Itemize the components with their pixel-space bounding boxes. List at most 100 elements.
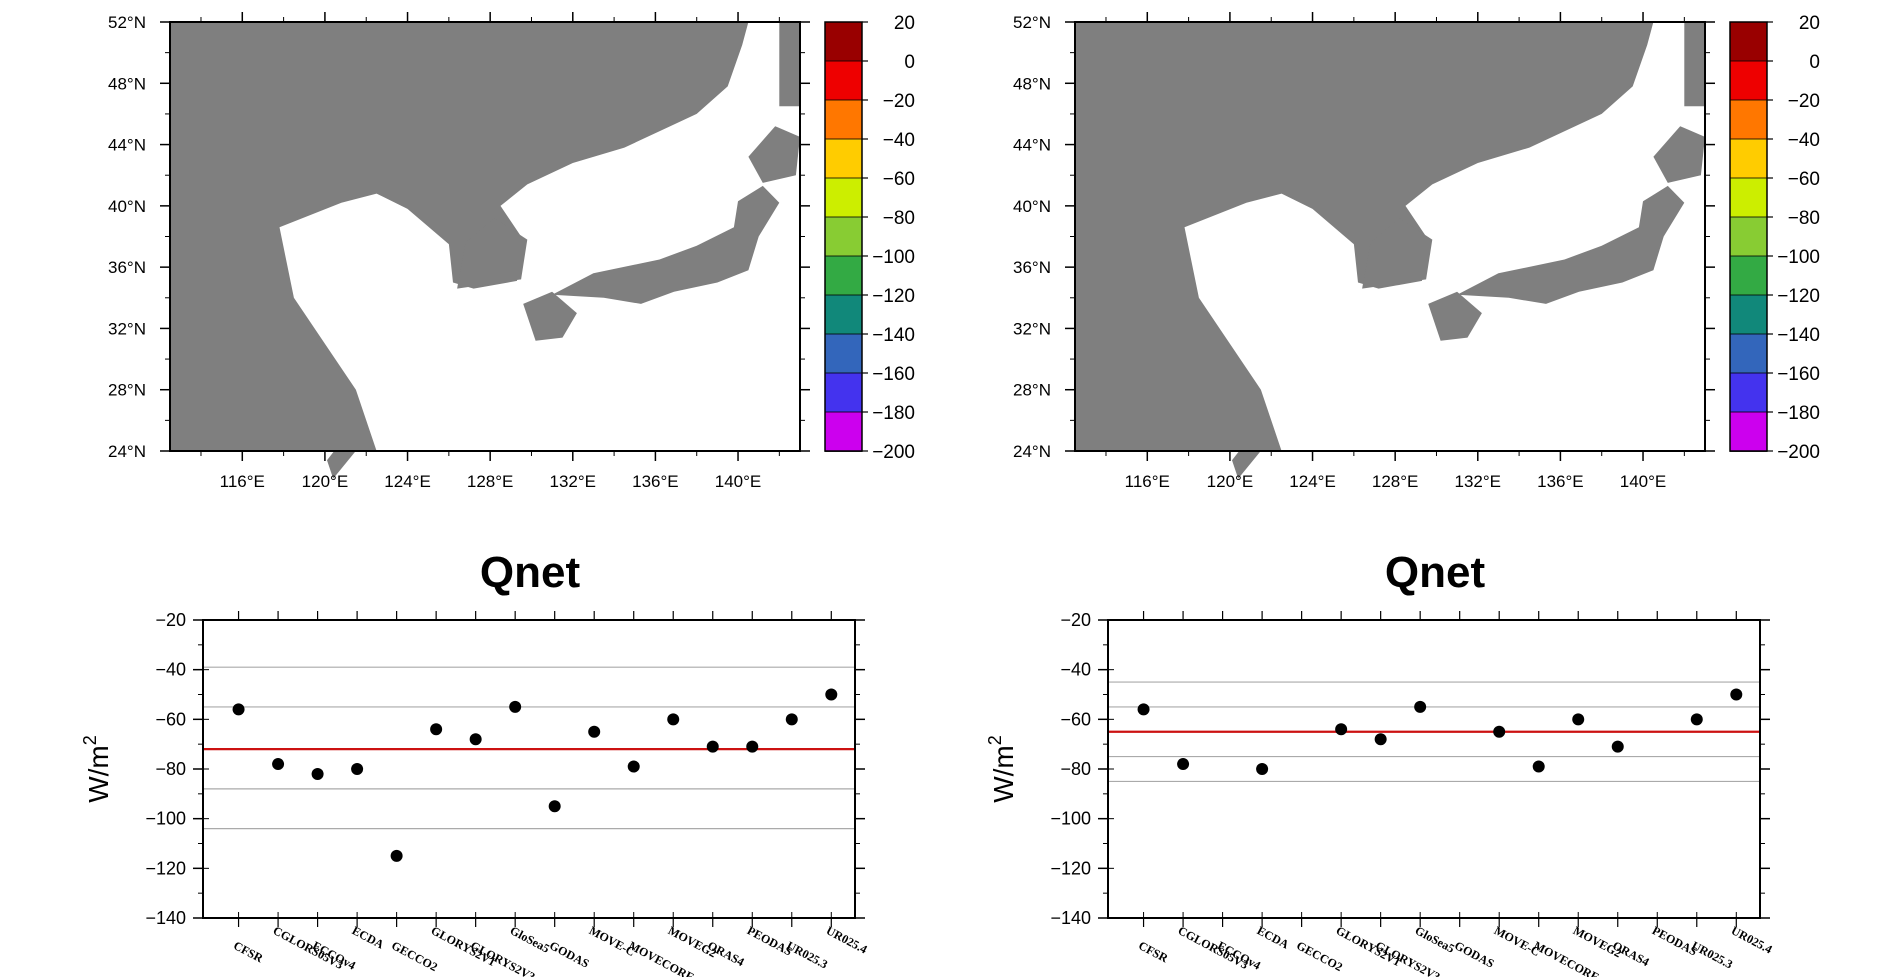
land-polygon <box>552 185 780 304</box>
y-tick-label: −140 <box>145 908 186 928</box>
plot-area <box>1108 620 1760 918</box>
x-category-label: UR025.4 <box>1729 923 1775 956</box>
x-tick-label: 120°E <box>1207 472 1254 491</box>
y-axis-label: W/m2 <box>80 735 114 803</box>
x-tick-label: 136°E <box>1537 472 1584 491</box>
x-category-label: GloSea5 <box>508 923 552 955</box>
land-polygon <box>1428 291 1482 341</box>
y-axis-label-superscript: 2 <box>80 735 100 745</box>
x-tick-label: 124°E <box>1289 472 1336 491</box>
y-tick-label: 44°N <box>108 136 146 155</box>
colorbar-label: −140 <box>1777 325 1820 346</box>
colorbar-label: 0 <box>1809 52 1820 73</box>
data-point <box>311 767 324 780</box>
data-point <box>627 760 640 773</box>
y-tick-label: 24°N <box>108 442 146 461</box>
x-category-label: GODAS <box>1452 938 1497 971</box>
data-point <box>548 800 561 813</box>
x-tick-label: 136°E <box>632 472 679 491</box>
data-point <box>390 849 403 862</box>
data-point <box>1256 763 1269 775</box>
y-tick-label: 24°N <box>1013 442 1051 461</box>
y-tick-label: 36°N <box>108 258 146 277</box>
y-tick-label: 44°N <box>1013 136 1051 155</box>
colorbar-segment <box>824 333 863 374</box>
colorbar-segment <box>824 99 863 140</box>
x-category-label: GECCO2 <box>1294 938 1345 974</box>
colorbar-segment <box>1729 411 1768 452</box>
colorbar-label: −180 <box>1777 403 1820 424</box>
land-polygon <box>1457 185 1685 304</box>
colorbar-segment <box>824 411 863 452</box>
data-point <box>1137 703 1150 716</box>
colorbar-segment <box>1729 177 1768 218</box>
data-point <box>1690 713 1703 726</box>
colorbar-label: −140 <box>872 325 915 346</box>
data-point <box>1335 723 1348 736</box>
y-tick-label: 48°N <box>1013 74 1051 93</box>
x-category-label: ECDA <box>1255 923 1292 951</box>
colorbar-label: −100 <box>872 247 915 268</box>
y-tick-label: −40 <box>1060 660 1091 680</box>
y-tick-label: −40 <box>155 660 186 680</box>
colorbar-segment <box>1729 21 1768 62</box>
land-polygon <box>523 291 577 341</box>
colorbar-label: 20 <box>1799 13 1820 34</box>
data-point <box>232 703 245 716</box>
x-category-label: PEODAS <box>745 923 795 958</box>
y-tick-label: 32°N <box>1013 319 1051 338</box>
y-tick-label: 32°N <box>108 319 146 338</box>
colorbar-segment <box>1729 138 1768 179</box>
y-axis-label: W/m2 <box>985 735 1019 803</box>
land-polygon <box>1653 126 1705 183</box>
colorbar-label: −200 <box>1777 442 1820 463</box>
x-category-label: GECCO2 <box>389 938 440 974</box>
land-polygon <box>327 431 363 479</box>
data-point <box>1493 725 1506 738</box>
land-polygon <box>748 126 800 183</box>
y-tick-label: 52°N <box>108 13 146 32</box>
y-axis-label-unit: W/m <box>83 745 114 803</box>
data-point <box>825 688 838 701</box>
y-tick-label: −60 <box>1060 709 1091 729</box>
x-category-label: ECDA <box>350 923 387 951</box>
data-point <box>1532 760 1545 773</box>
data-point <box>1730 688 1743 701</box>
colorbar-segment <box>1729 294 1768 335</box>
colorbar-segment <box>1729 372 1768 413</box>
colorbar-segment <box>824 255 863 296</box>
x-tick-label: 132°E <box>550 472 597 491</box>
colorbar-segment <box>1729 60 1768 101</box>
plot-title-right: Qnet <box>1385 548 1486 597</box>
colorbar-label: −40 <box>883 130 915 151</box>
colorbar-segment <box>1729 99 1768 140</box>
data-point <box>1572 713 1585 726</box>
x-category-label: MOVE-C <box>1492 923 1543 959</box>
colorbar-label: −20 <box>1788 91 1820 112</box>
data-point <box>1414 700 1427 713</box>
data-point <box>1611 740 1624 753</box>
colorbar-segment <box>1729 255 1768 296</box>
x-tick-label: 140°E <box>1620 472 1667 491</box>
colorbar-label: −80 <box>883 208 915 229</box>
colorbar-label: −160 <box>1777 364 1820 385</box>
colorbar-label: −100 <box>1777 247 1820 268</box>
y-tick-label: −20 <box>1060 610 1091 630</box>
colorbar-label: −120 <box>872 286 915 307</box>
colorbar-label: −20 <box>883 91 915 112</box>
colorbar-label: 20 <box>894 13 915 34</box>
x-tick-label: 140°E <box>715 472 762 491</box>
x-tick-label: 128°E <box>1372 472 1419 491</box>
y-tick-label: −80 <box>1060 759 1091 779</box>
y-tick-label: −100 <box>145 809 186 829</box>
data-point <box>588 725 601 738</box>
colorbar-segment <box>824 21 863 62</box>
colorbar-label: −180 <box>872 403 915 424</box>
land-mask <box>170 22 800 479</box>
colorbar-segment <box>824 294 863 335</box>
colorbar-segment <box>824 60 863 101</box>
y-tick-label: −80 <box>155 759 186 779</box>
data-point <box>469 733 482 746</box>
data-point <box>351 763 364 775</box>
y-tick-label: 52°N <box>1013 13 1051 32</box>
